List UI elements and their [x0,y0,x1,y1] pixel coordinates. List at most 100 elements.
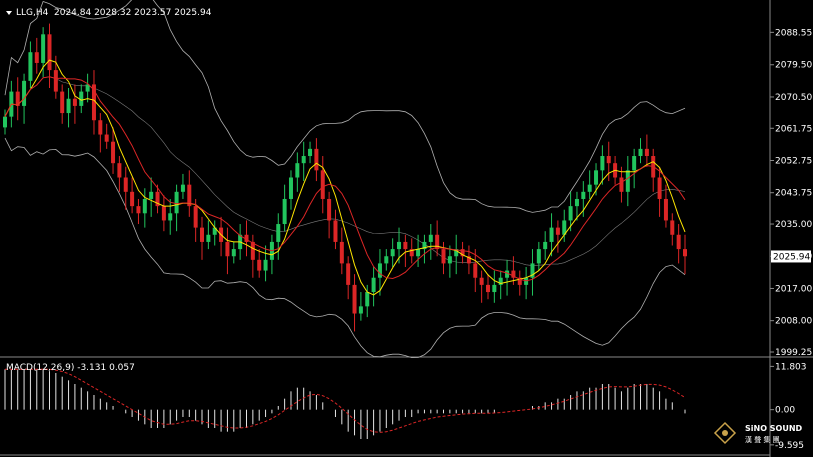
candle-body [111,141,116,164]
candle-body [206,234,211,242]
candle-body [485,284,490,293]
candle-body [619,177,624,192]
candle-body [193,206,198,228]
candle-body [536,249,541,264]
candle-body [581,191,586,199]
candle-body [632,156,637,171]
price-axis-label: 2052.75 [775,156,812,166]
candle-body [53,70,58,92]
candle-body [301,156,306,164]
candle-body [587,184,592,192]
candle-body [28,52,33,81]
candle-body [644,148,649,157]
candle-body [136,206,141,214]
candle-body [473,263,478,278]
candle-body [244,234,249,242]
candle-body [447,256,452,264]
candle-body [34,52,39,63]
candle-body [123,177,128,192]
candle-body [104,134,109,142]
candle-body [200,227,205,242]
candle-body [638,148,643,157]
macd-histogram [4,369,686,439]
ma-yellow-line [4,59,686,296]
candle-body [276,224,281,242]
candle-body [568,206,573,221]
macd-signal-path [5,368,686,433]
candle-body [479,277,484,285]
candle-body [47,34,52,71]
candle-body [66,98,71,114]
macd-axis-label: 11.803 [775,362,807,372]
moving-averages [4,59,686,296]
candle-body [625,170,630,192]
logo-brand-text: SiNO SOUND [745,424,803,433]
candle-body [676,234,681,250]
price-axis-label: 2079.50 [775,61,812,71]
price-axis-label: 2088.55 [775,28,812,38]
candle-body [320,170,325,199]
candle-body [594,170,599,185]
candle-body [161,206,166,221]
candle-body [517,277,522,285]
candle-body [314,148,319,171]
sino-sound-logo: SiNO SOUND 漢 聲 集 團 [713,421,803,445]
candle-body [371,277,376,293]
candle-body [22,80,27,106]
candle-body [657,177,662,199]
logo-sub-text: 漢 聲 集 團 [745,435,780,444]
candle-body [416,249,421,257]
candle-body [365,292,370,307]
candle-body [60,91,65,114]
candle-body [346,263,351,285]
candle-body [295,163,300,178]
candle-body [352,284,357,314]
candle-body [339,241,344,264]
candle-body [530,263,535,278]
candle-body [492,284,497,293]
candle-body [403,241,408,250]
candle-body [441,249,446,264]
candle-body [498,277,503,285]
logo-diamond-icon [713,421,737,445]
bollinger-middle [4,76,686,266]
bollinger-upper [4,0,686,213]
candle-body [555,227,560,235]
macd-axis: 11.803 0.00 -9.595 [770,362,807,451]
candle-body [428,234,433,242]
candle-body [142,198,147,214]
candle-body [168,213,173,221]
candle-body [327,198,332,221]
candle-body [422,241,427,250]
candle-body [250,241,255,260]
candle-body [308,148,313,157]
chart-menu-triangle-icon[interactable] [6,11,12,15]
candle-body [683,249,687,257]
candle-body [460,249,465,257]
candle-body [91,84,96,121]
candle-body [454,249,459,257]
candle-body [670,220,675,235]
candle-body [663,198,668,221]
candle-body [225,241,230,257]
candle-body [600,156,605,171]
candle-body [435,234,440,250]
candle-body [390,249,395,257]
candle-body [3,116,7,128]
current-price-badge [771,250,811,263]
candle-body [180,184,185,192]
candle-body [155,191,160,207]
macd-axis-label: -9.595 [775,441,804,451]
candle-body [149,191,154,199]
candle-body [543,241,548,250]
candle-body [409,249,414,257]
candle-body [505,270,510,278]
macd-label: MACD(12,26,9) -3.131 0.057 [6,363,135,373]
candle-body [333,220,338,242]
candle-body [15,91,20,106]
candle-body [282,198,287,225]
candle-body [562,220,567,235]
price-axis-label: 2035.00 [775,220,812,230]
